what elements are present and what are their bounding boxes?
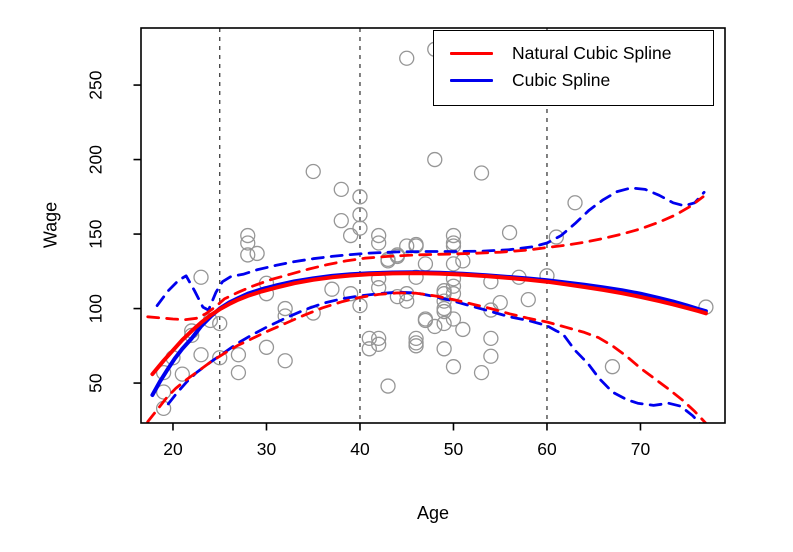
scatter-point <box>473 165 490 181</box>
scatter-point <box>324 281 340 297</box>
scatter-point <box>520 291 536 308</box>
scatter-point <box>427 151 443 168</box>
scatter-point <box>548 229 564 245</box>
scatter-point <box>258 339 275 355</box>
legend-line-swatch <box>450 78 493 83</box>
x-axis-title: Age <box>416 503 450 523</box>
scatter-point <box>361 341 377 357</box>
scatter-point <box>342 286 359 302</box>
legend-label: Natural Cubic Spline <box>512 43 672 63</box>
scatter-point <box>342 227 359 244</box>
scatter-point <box>193 347 209 363</box>
scatter-point <box>436 293 452 309</box>
scatter-point <box>380 378 396 394</box>
scatter-point <box>240 227 256 244</box>
scatter-point <box>249 245 265 262</box>
scatter-point <box>352 220 368 236</box>
scatter-point <box>473 364 490 381</box>
x-tick-label: 70 <box>631 439 651 459</box>
ci-upper-natural <box>146 195 705 322</box>
scatter-point <box>333 181 349 198</box>
scatter-point <box>230 347 247 363</box>
scatter-point <box>492 294 508 311</box>
scatter-point <box>399 293 415 309</box>
scatter-point <box>445 278 462 294</box>
scatter-point <box>389 288 406 305</box>
scatter-point <box>501 224 518 241</box>
scatter-point <box>427 318 443 335</box>
scatter-point <box>436 315 452 332</box>
x-tick-label: 50 <box>444 439 464 459</box>
y-tick-label: 200 <box>86 145 106 174</box>
plot-border <box>140 27 726 424</box>
scatter-point <box>445 235 462 251</box>
scatter-point <box>445 227 462 244</box>
y-axis-title: Wage <box>40 201 61 249</box>
scatter-point <box>371 330 387 347</box>
legend-row: Cubic Spline <box>450 67 713 94</box>
scatter-point <box>604 359 621 375</box>
scatter-point <box>277 300 293 317</box>
scatter-point <box>212 315 228 332</box>
scatter-point <box>436 341 452 357</box>
scatter-point <box>445 311 462 327</box>
y-tick-label: 150 <box>86 219 106 248</box>
x-tick-label: 20 <box>163 439 183 459</box>
scatter-point <box>352 189 368 205</box>
scatter-point <box>408 330 424 347</box>
scatter-point <box>445 359 462 375</box>
scatter-point <box>417 256 434 272</box>
scatter-point <box>193 269 209 285</box>
legend-label: Cubic Spline <box>512 70 611 90</box>
y-tick-label: 250 <box>86 70 106 99</box>
scatter-point <box>371 235 387 251</box>
scatter-point <box>230 364 247 381</box>
scatter-point <box>155 364 172 381</box>
scatter-point <box>483 348 499 364</box>
scatter-point <box>408 338 424 354</box>
scatter-point <box>483 330 499 347</box>
scatter-point <box>240 235 256 251</box>
scatter-point <box>240 247 256 263</box>
ci-lower-cubic <box>166 290 702 423</box>
spline-natural <box>150 271 708 377</box>
legend-line-swatch <box>450 51 493 56</box>
scatter-point <box>567 195 583 211</box>
scatter-point <box>277 353 293 369</box>
spline-cubic <box>150 270 708 397</box>
scatter-point <box>455 321 471 338</box>
ci-lower-natural <box>146 291 708 423</box>
x-tick-label: 40 <box>350 439 370 459</box>
scatter-point <box>371 227 387 244</box>
scatter-point <box>174 366 190 382</box>
scatter-point <box>436 303 452 320</box>
scatter-point <box>436 286 452 302</box>
x-tick-label: 30 <box>257 439 277 459</box>
scatter-point <box>305 163 321 180</box>
scatter-point <box>399 50 415 66</box>
scatter-point <box>333 213 349 229</box>
scatter-point <box>445 256 462 272</box>
y-tick-label: 100 <box>86 294 106 323</box>
y-tick-label: 50 <box>86 373 106 393</box>
scatter-point <box>371 336 387 352</box>
x-tick-label: 60 <box>537 439 557 459</box>
scatter-point <box>455 253 471 269</box>
scatter-point <box>212 350 228 366</box>
legend: Natural Cubic Spline Cubic Spline <box>433 30 714 106</box>
legend-row: Natural Cubic Spline <box>450 40 713 67</box>
